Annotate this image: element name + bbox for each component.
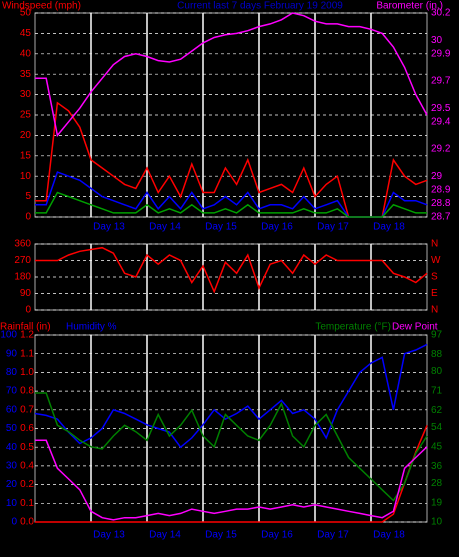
- y-tick-label: 180: [14, 272, 31, 283]
- axis-title: Dew Point: [392, 322, 438, 333]
- y2-tick-label: 88: [431, 349, 443, 360]
- x-tick-label: Day 17: [317, 530, 349, 541]
- series-line: [35, 392, 428, 502]
- y3-tick-label: 0.4: [20, 461, 34, 472]
- y2-tick-label: 30.2: [431, 8, 451, 19]
- y3-tick-label: 1.1: [20, 348, 34, 359]
- y2-tick-label: 29.4: [431, 116, 451, 127]
- y-tick-label: 25: [20, 110, 32, 121]
- y2-tick-label: 29.9: [431, 48, 451, 59]
- y-tick-label: 70: [6, 386, 18, 397]
- y2-tick-label: 29.7: [431, 76, 451, 87]
- y2-tick-label: 28: [431, 478, 443, 489]
- y2-tick-label: 36: [431, 461, 443, 472]
- y2-tick-label: 80: [431, 366, 443, 377]
- x-tick-label: Day 17: [317, 222, 349, 233]
- y2-tick-label: 71: [431, 386, 443, 397]
- y3-tick-label: 0.5: [20, 442, 34, 453]
- y2-tick-label: 10: [431, 517, 443, 528]
- axis-title: Windspeed (mph): [2, 1, 81, 12]
- y3-tick-label: 0.6: [20, 423, 34, 434]
- y-tick-label: 35: [20, 69, 32, 80]
- x-tick-label: Day 16: [261, 222, 293, 233]
- chart-title: Current last 7 days February 19 2009: [177, 1, 343, 12]
- y-tick-label: 0: [25, 305, 31, 316]
- y-tick-label: 10: [6, 498, 18, 509]
- y2-tick-label: 45: [431, 441, 443, 452]
- series-line: [35, 425, 428, 523]
- series-line: [35, 12, 428, 138]
- series-line: [35, 191, 427, 218]
- series-line: [35, 439, 428, 521]
- y-tick-label: 100: [0, 330, 17, 341]
- y-tick-label: 0: [11, 517, 17, 528]
- y2-tick-label: 29.5: [431, 103, 451, 114]
- y3-tick-label: 0.1: [20, 498, 34, 509]
- y2-tick-label: 28.7: [431, 212, 451, 223]
- y2-tick-label: 30: [431, 35, 443, 46]
- y2-tick-label: N: [431, 305, 438, 316]
- y3-tick-label: 0.0: [20, 517, 34, 528]
- y-tick-label: 60: [6, 404, 18, 415]
- y2-tick-label: 54: [431, 422, 443, 433]
- x-tick-label: Day 13: [93, 222, 125, 233]
- y2-tick-label: N: [431, 239, 438, 250]
- y-tick-label: 5: [25, 191, 31, 202]
- x-tick-label: Day 16: [261, 530, 293, 541]
- y-tick-label: 0: [25, 212, 31, 223]
- series-line: [35, 246, 428, 294]
- y-tick-label: 10: [20, 171, 32, 182]
- axis-title: Barometer (in.): [376, 1, 443, 12]
- y-tick-label: 15: [20, 150, 32, 161]
- y2-tick-label: 62: [431, 405, 443, 416]
- y3-tick-label: 0.2: [20, 479, 34, 490]
- y-tick-label: 90: [20, 288, 32, 299]
- y-tick-label: 30: [6, 461, 18, 472]
- y3-tick-label: 0.7: [20, 404, 34, 415]
- y-tick-label: 270: [14, 255, 31, 266]
- axis-title: Temperature (°F): [315, 322, 391, 333]
- y-tick-label: 40: [20, 48, 32, 59]
- y-tick-label: 50: [6, 423, 18, 434]
- series-line: [34, 343, 428, 449]
- x-tick-label: Day 14: [149, 222, 181, 233]
- x-tick-label: Day 15: [205, 530, 237, 541]
- y3-tick-label: 1.2: [20, 330, 34, 341]
- y-tick-label: 20: [20, 130, 32, 141]
- axis-title: Humidity %: [66, 322, 117, 333]
- y2-tick-label: W: [431, 255, 441, 266]
- y2-tick-label: E: [431, 288, 438, 299]
- y3-tick-label: 1.0: [20, 367, 34, 378]
- y-tick-label: 360: [14, 239, 31, 250]
- y2-tick-label: 19: [431, 497, 443, 508]
- x-tick-label: Day 14: [149, 530, 181, 541]
- y-tick-label: 30: [20, 89, 32, 100]
- y-tick-label: 40: [6, 442, 18, 453]
- y3-tick-label: 0.8: [20, 386, 34, 397]
- y-tick-label: 45: [20, 28, 32, 39]
- y-tick-label: 90: [6, 348, 18, 359]
- y2-tick-label: S: [431, 272, 438, 283]
- axis-title: Rainfall (in): [0, 322, 51, 333]
- y2-tick-label: 29: [431, 171, 443, 182]
- x-tick-label: Day 15: [205, 222, 237, 233]
- y-tick-label: 20: [6, 479, 18, 490]
- x-tick-label: Day 18: [373, 530, 405, 541]
- x-tick-label: Day 13: [93, 530, 125, 541]
- y2-tick-label: 28.9: [431, 184, 451, 195]
- y-tick-label: 80: [6, 367, 18, 378]
- y2-tick-label: 97: [431, 330, 443, 341]
- y2-tick-label: 28.8: [431, 198, 451, 209]
- x-tick-label: Day 18: [373, 222, 405, 233]
- y-tick-label: 50: [20, 8, 32, 19]
- y2-tick-label: 29.2: [431, 144, 451, 155]
